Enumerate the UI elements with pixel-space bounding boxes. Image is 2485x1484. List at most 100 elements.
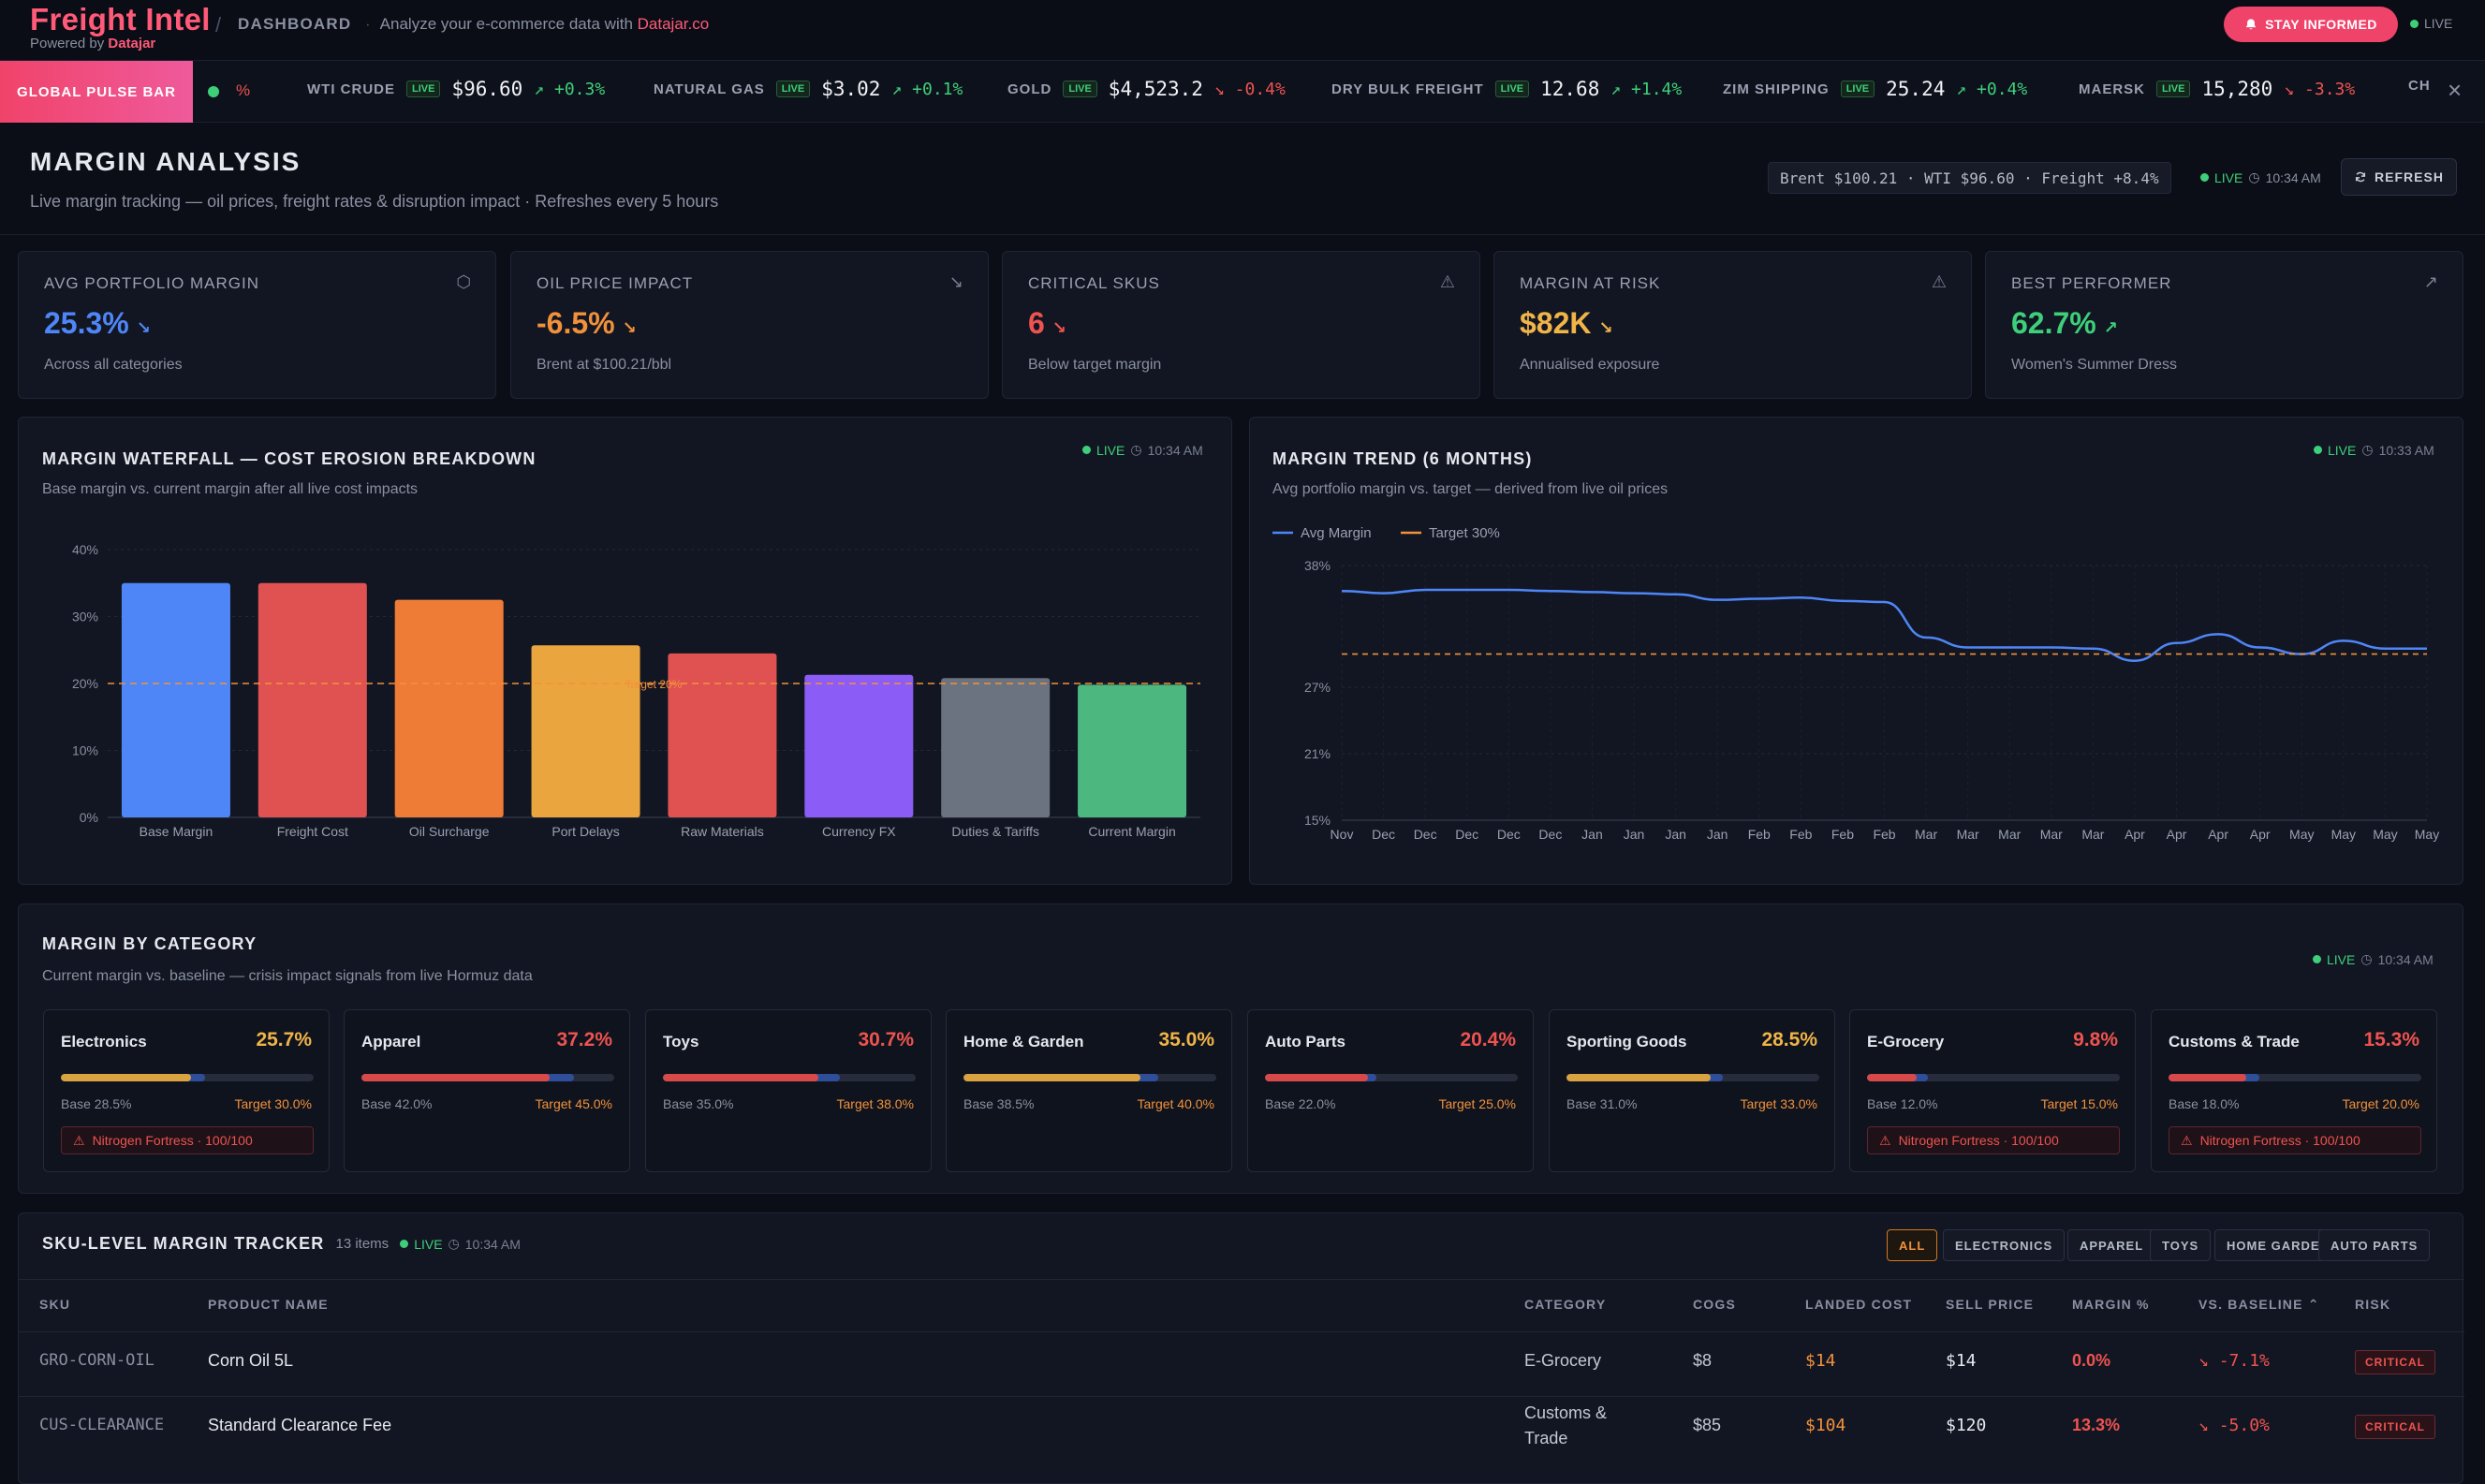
filter-all[interactable]: ALL (1887, 1229, 1938, 1261)
x-tick-label: May (2331, 827, 2356, 842)
column-header: SKU (39, 1297, 70, 1312)
waterfall-bar[interactable] (121, 582, 230, 817)
ticker-price: 25.24 (1886, 78, 1946, 100)
category-warning-badge: ⚠ Nitrogen Fortress · 100/100 (1867, 1126, 2120, 1154)
category-live: LIVE ◷ 10:34 AM (2313, 951, 2434, 967)
ticker-item[interactable]: ZIM SHIPPING LIVE 25.24 ↗ +0.4% (1723, 78, 2027, 100)
category-current-fill (963, 1074, 1140, 1081)
waterfall-bar[interactable] (394, 599, 504, 817)
filter-electronics[interactable]: ELECTRONICS (1943, 1229, 2066, 1261)
ticker-change: ↗ +0.4% (1956, 80, 2027, 99)
x-tick-label: Jan (1707, 827, 1728, 842)
category-card[interactable]: Electronics 25.7% Base 28.5% Target 30.0% ⚠ N… (43, 1009, 330, 1172)
ticker-item[interactable]: CH (2408, 78, 2431, 94)
tagline-link[interactable]: Datajar.co (637, 15, 710, 33)
category-base: Base 12.0% (1867, 1096, 1938, 1111)
ticker-item[interactable]: MAERSK LIVE 15,280 ↘ -3.3% (2079, 78, 2355, 100)
category-base: Base 28.5% (61, 1096, 132, 1111)
trend-down-icon: ↘ (2284, 79, 2305, 99)
pulse-percent: % (236, 81, 251, 99)
brand[interactable]: Freight Intel Powered by Datajar (30, 2, 211, 51)
box-icon: ⬡ (456, 272, 471, 291)
kpi-value: 25.3% ↘ (44, 306, 151, 341)
category-card[interactable]: E-Grocery 9.8% Base 12.0% Target 15.0% ⚠ Nitr… (1849, 1009, 2136, 1172)
kpi-value-text: 25.3% (44, 306, 129, 340)
margin-cell: 0.0% (2072, 1351, 2111, 1370)
ticker-item[interactable]: GOLD LIVE $4,523.2 ↘ -0.4% (1007, 78, 1286, 100)
filter-label: TOYS (2162, 1238, 2199, 1253)
column-header[interactable]: VS. BASELINE ⌃ (2198, 1297, 2320, 1313)
x-tick-label: Raw Materials (681, 824, 764, 839)
refresh-icon (2355, 171, 2366, 183)
page-title: MARGIN ANALYSIS (30, 147, 301, 176)
waterfall-bar[interactable] (804, 674, 914, 817)
y-tick-label: 40% (72, 542, 98, 557)
pulse-status-dot (208, 86, 219, 97)
refresh-button[interactable]: REFRESH (2341, 158, 2457, 196)
column-header-label: VS. BASELINE (2198, 1297, 2303, 1312)
category-target: Target 25.0% (1438, 1096, 1517, 1111)
filter-label: HOME GARDEN (2227, 1238, 2330, 1253)
x-tick-label: Apr (2125, 827, 2145, 842)
category-name: Customs & Trade (2169, 1033, 2300, 1051)
ticker-price: $96.60 (451, 78, 523, 100)
waterfall-bar[interactable] (941, 678, 1051, 817)
ticker-name: MAERSK (2079, 81, 2146, 97)
category-target: Target 40.0% (1137, 1096, 1215, 1111)
kpi-label: CRITICAL SKUS (1028, 274, 1160, 292)
column-header-label: SKU (39, 1297, 71, 1312)
category-warning-text: Nitrogen Fortress · 100/100 (92, 1133, 253, 1148)
x-tick-label: Dec (1414, 827, 1437, 842)
trend-live: LIVE ◷ 10:33 AM (2314, 442, 2434, 458)
x-tick-label: Feb (1831, 827, 1854, 842)
x-tick-label: Mar (2081, 827, 2104, 842)
column-header: CATEGORY (1524, 1297, 1606, 1312)
ticker-item[interactable]: NATURAL GAS LIVE $3.02 ↗ +0.1% (654, 78, 963, 100)
category-card[interactable]: Customs & Trade 15.3% Base 18.0% Target 20.… (2151, 1009, 2437, 1172)
x-tick-label: Jan (1581, 827, 1603, 842)
legend-entry[interactable]: Target 30% (1429, 525, 1500, 541)
x-tick-label: Feb (1789, 827, 1812, 842)
waterfall-bar[interactable] (257, 582, 367, 817)
category-progress-bar (61, 1074, 314, 1081)
trend-down-icon: ↘ (2198, 1416, 2219, 1435)
stay-informed-button[interactable]: STAY INFORMED (2224, 7, 2398, 42)
kpi-label: AVG PORTFOLIO MARGIN (44, 274, 260, 292)
y-tick-label: 21% (1304, 746, 1331, 761)
category-card[interactable]: Sporting Goods 28.5% Base 31.0% Target 33.0… (1549, 1009, 1835, 1172)
category-card[interactable]: Toys 30.7% Base 35.0% Target 38.0% (645, 1009, 932, 1172)
legend-entry[interactable]: Avg Margin (1301, 525, 1372, 541)
filter-auto-parts[interactable]: AUTO PARTS (2318, 1229, 2431, 1261)
trend-down-icon: ↘ (2198, 1351, 2219, 1371)
category-card[interactable]: Apparel 37.2% Base 42.0% Target 45.0% (344, 1009, 630, 1172)
category-target: Target 20.0% (2342, 1096, 2420, 1111)
filter-apparel[interactable]: APPAREL (2067, 1229, 2156, 1261)
trend-title: MARGIN TREND (6 MONTHS) (1272, 449, 1533, 468)
category-progress-bar (1265, 1074, 1518, 1081)
category-card[interactable]: Auto Parts 20.4% Base 22.0% Target 25.0% (1247, 1009, 1534, 1172)
ticker-live-badge: LIVE (1840, 81, 1875, 97)
column-header-label: MARGIN % (2072, 1297, 2150, 1312)
ticker-name: WTI CRUDE (307, 81, 395, 97)
trend-up-icon: ↗ (891, 79, 913, 99)
close-icon[interactable]: × (2448, 76, 2463, 104)
breadcrumb-dashboard[interactable]: DASHBOARD (238, 15, 352, 33)
ticker-live-badge: LIVE (775, 81, 811, 97)
filter-label: ALL (1899, 1238, 1926, 1253)
filter-toys[interactable]: TOYS (2150, 1229, 2212, 1261)
kpi-subtext: Brent at $100.21/bbl (537, 357, 672, 373)
ticker-live-badge: LIVE (1494, 81, 1530, 97)
ticker-item[interactable]: WTI CRUDE LIVE $96.60 ↗ +0.3% (307, 78, 605, 100)
global-pulse-label[interactable]: GLOBAL PULSE BAR (0, 61, 193, 123)
ticker-item[interactable]: DRY BULK FREIGHT LIVE 12.68 ↗ +1.4% (1331, 78, 1682, 100)
category-card[interactable]: Home & Garden 35.0% Base 38.5% Target 40.0% (946, 1009, 1232, 1172)
category-progress-bar (1867, 1074, 2120, 1081)
avg-margin-series-line (1341, 588, 2427, 662)
sell-price-cell: $14 (1946, 1351, 1977, 1371)
top-header: Freight Intel Powered by Datajar / DASHB… (0, 0, 2485, 61)
kpi-card: BEST PERFORMER ↗ 62.7% ↗ Women's Summer Dres… (1985, 251, 2463, 399)
waterfall-bar[interactable] (531, 645, 640, 817)
waterfall-bar[interactable] (668, 653, 777, 817)
target-label: Target 20% (625, 678, 683, 691)
waterfall-bar[interactable] (1078, 684, 1187, 817)
